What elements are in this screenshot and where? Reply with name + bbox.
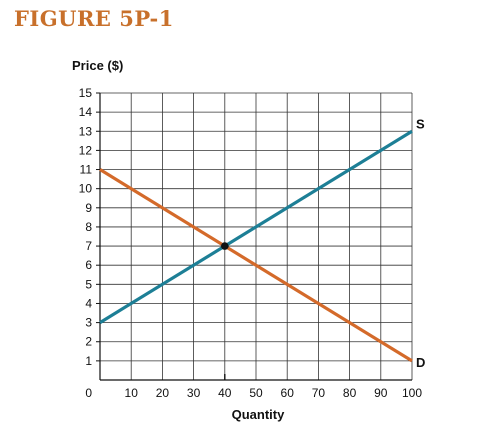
- x-tick-label: 100: [402, 386, 422, 400]
- y-tick-label: 8: [85, 220, 92, 234]
- x-tick-label: 30: [187, 386, 201, 400]
- y-tick-label: 12: [79, 143, 93, 157]
- y-tick-label: 9: [85, 201, 92, 215]
- x-tick-label: 90: [374, 386, 388, 400]
- x-tick-label: 40: [218, 386, 232, 400]
- x-tick-label: 70: [312, 386, 326, 400]
- grid: [99, 92, 413, 381]
- y-tick-label: 2: [85, 335, 92, 349]
- x-tick-label: 10: [125, 386, 139, 400]
- x-tick-labels: 0 10 20 30 40 50 60 70 80 90 100: [85, 386, 422, 400]
- x-tick-label: 0: [85, 386, 92, 400]
- y-axis-label: Price ($): [72, 58, 123, 73]
- x-tick-label: 20: [156, 386, 170, 400]
- y-tick-label: 14: [79, 105, 93, 119]
- x-tick-label: 50: [249, 386, 263, 400]
- y-tick-label: 11: [80, 163, 93, 177]
- figure-title: FIGURE 5P-1: [14, 6, 174, 31]
- y-tick-label: 10: [79, 182, 93, 196]
- x-tick-label: 60: [281, 386, 295, 400]
- y-tick-label: 5: [85, 277, 92, 291]
- y-tick-label: 13: [79, 124, 93, 138]
- equilibrium-point: [221, 242, 229, 250]
- series-line-d: [99, 168, 413, 363]
- y-tick-label: 6: [85, 258, 92, 272]
- markers: [221, 242, 229, 380]
- series-label-d: D: [416, 355, 425, 370]
- series-lines: SD: [99, 116, 425, 370]
- series-line-s: [99, 129, 413, 324]
- y-tick-label: 4: [85, 296, 92, 310]
- x-tick-label: 80: [343, 386, 357, 400]
- y-tick-label: 15: [79, 86, 93, 100]
- series-label-s: S: [416, 116, 425, 131]
- y-tick-label: 7: [85, 239, 92, 253]
- y-tick-label: 3: [85, 316, 92, 330]
- y-tick-label: 1: [85, 354, 92, 368]
- x-axis-label: Quantity: [232, 407, 285, 422]
- axes: [99, 93, 412, 381]
